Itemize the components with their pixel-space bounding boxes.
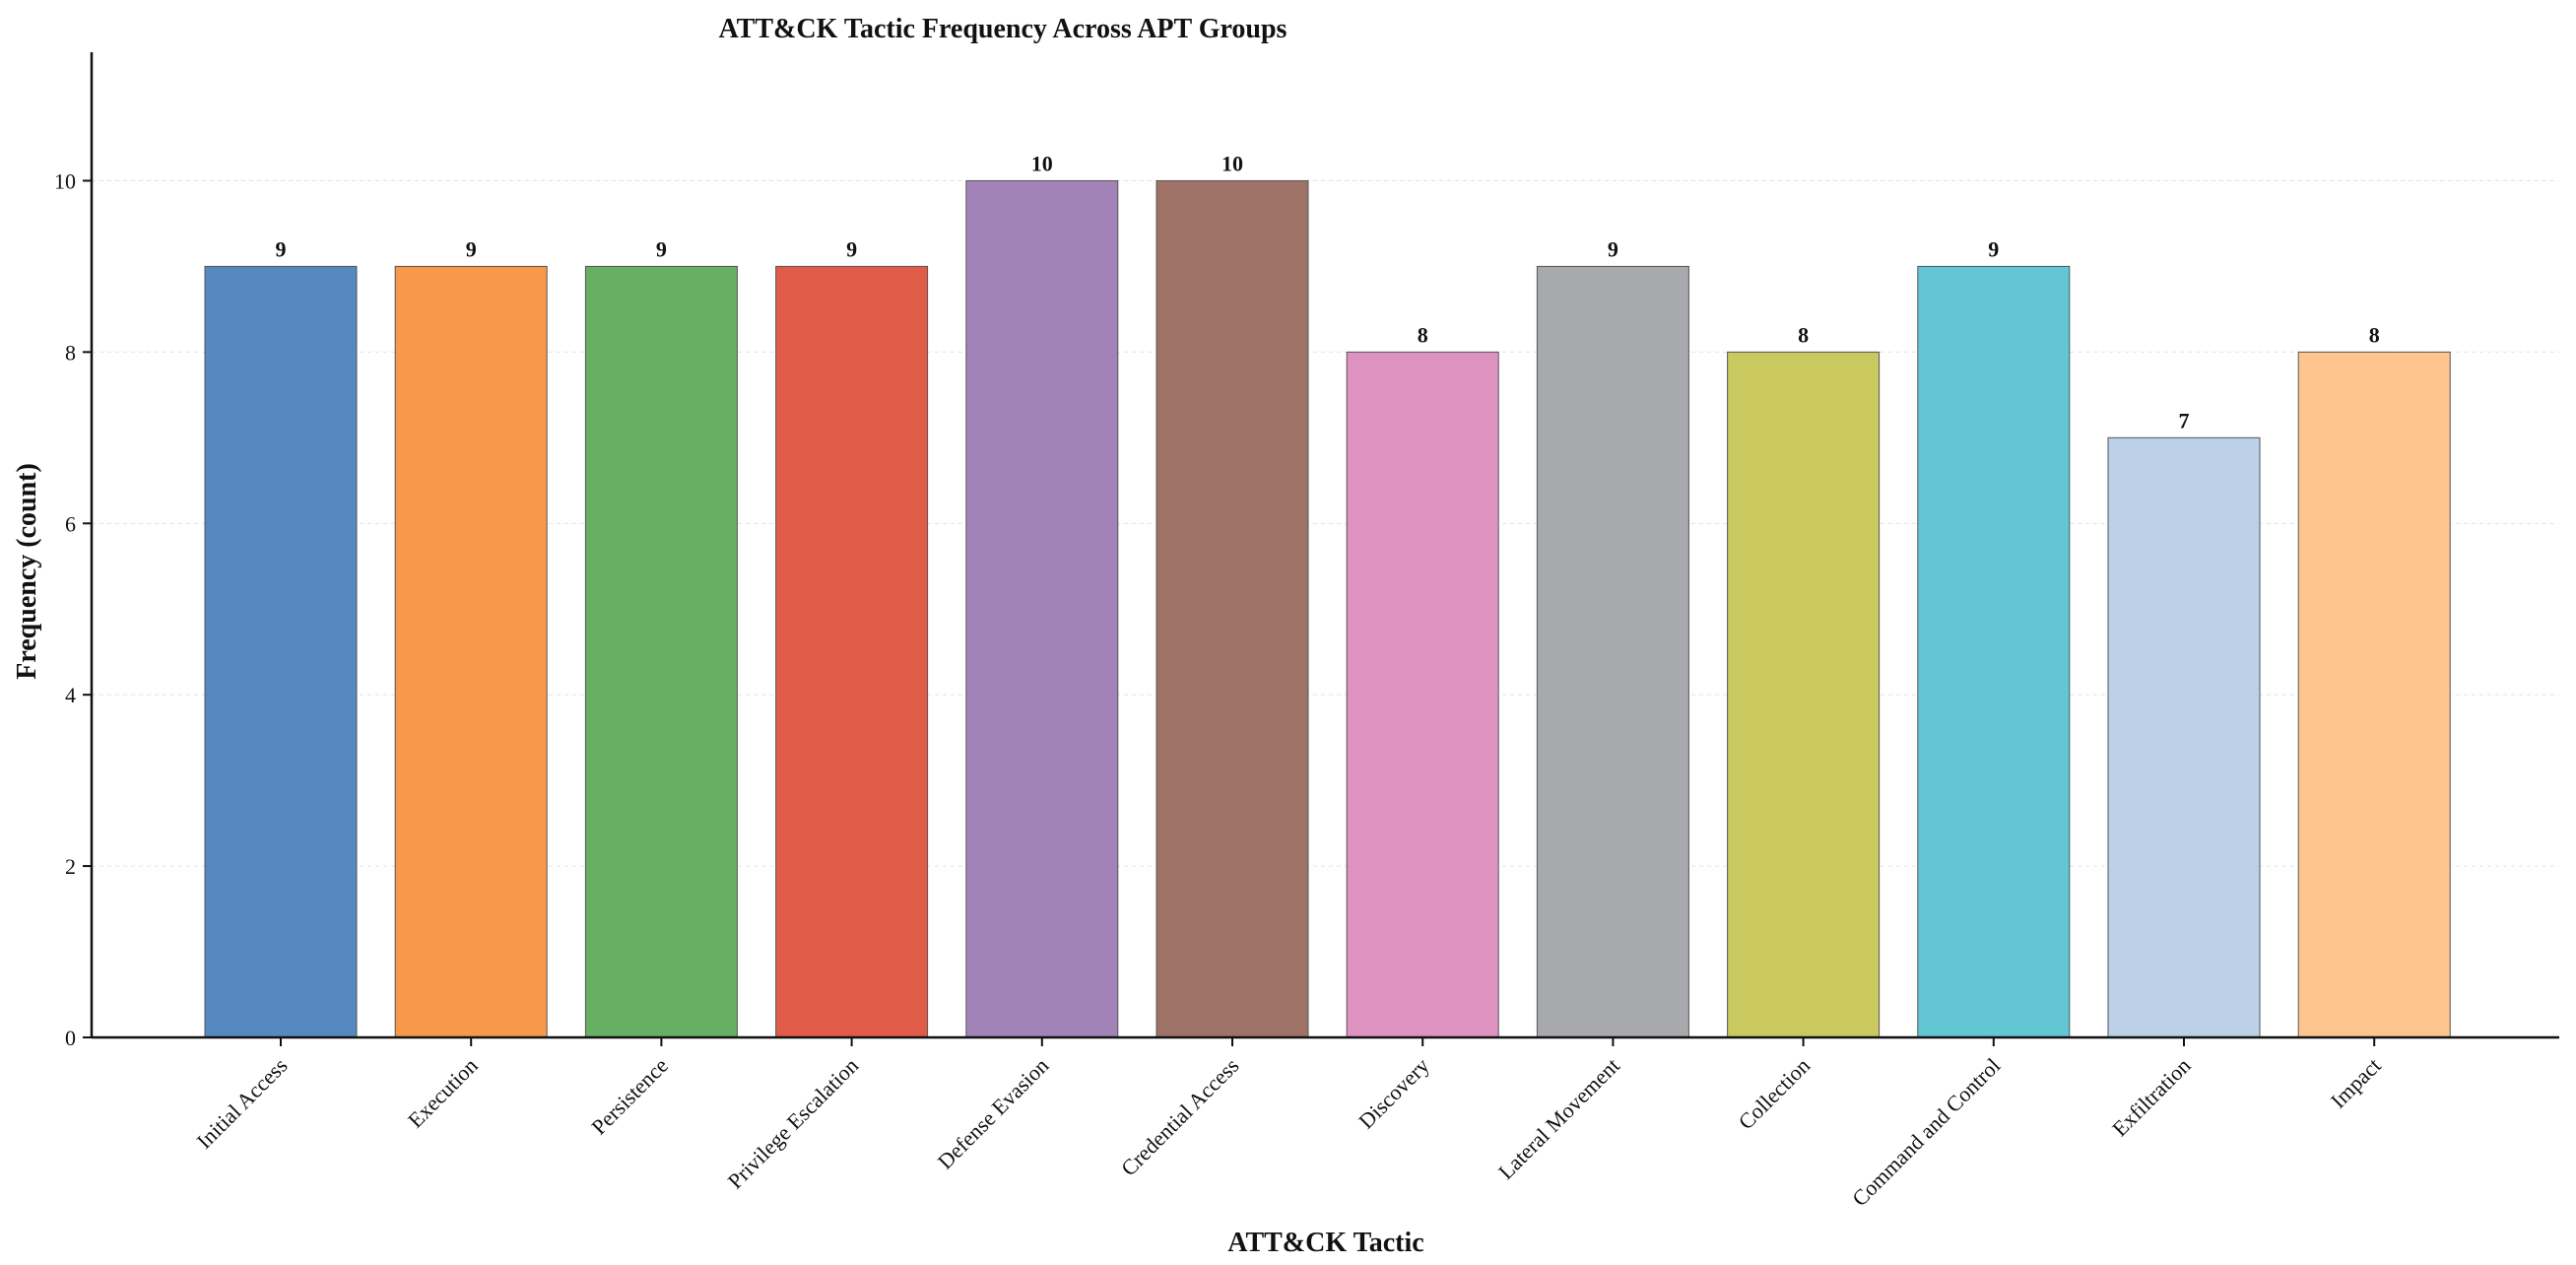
value-label: 10 bbox=[1222, 151, 1243, 175]
y-tick-label: 2 bbox=[65, 854, 76, 879]
bar bbox=[1156, 179, 1309, 1038]
value-label: 9 bbox=[846, 236, 857, 261]
y-axis-label: Frequency (count) bbox=[12, 463, 42, 680]
value-label: 9 bbox=[1608, 236, 1618, 261]
x-tick-label: Persistence bbox=[586, 1053, 673, 1140]
x-tick-label: Defense Evasion bbox=[933, 1053, 1054, 1174]
x-tick-label: Execution bbox=[403, 1053, 483, 1133]
bar bbox=[775, 265, 929, 1038]
bar bbox=[584, 265, 738, 1038]
x-tick-label: Impact bbox=[2326, 1053, 2386, 1113]
value-label: 9 bbox=[466, 236, 477, 261]
x-tick-label: Exfiltration bbox=[2107, 1053, 2195, 1141]
x-axis-ticks: Initial Access Execution Persistence Privil… bbox=[192, 1037, 2386, 1211]
bar bbox=[394, 265, 548, 1038]
value-label: 8 bbox=[2369, 322, 2380, 347]
value-labels: 9 9 9 9 10 10 8 9 8 9 7 8 bbox=[276, 151, 2380, 433]
x-tick-label: Credential Access bbox=[1116, 1053, 1244, 1181]
x-tick-label: Initial Access bbox=[192, 1053, 293, 1154]
y-axis-ticks: 0 2 4 6 8 10 bbox=[54, 168, 92, 1050]
y-tick-label: 10 bbox=[54, 168, 76, 193]
bar bbox=[1536, 265, 1689, 1038]
axes bbox=[90, 52, 2559, 1039]
chart-title: ATT&CK Tactic Frequency Across APT Group… bbox=[719, 14, 1288, 44]
y-tick-label: 0 bbox=[65, 1026, 76, 1050]
y-tick-label: 4 bbox=[65, 683, 76, 707]
bar bbox=[1727, 351, 1881, 1038]
x-tick-label: Lateral Movement bbox=[1493, 1053, 1624, 1184]
y-tick-label: 8 bbox=[65, 340, 76, 365]
value-label: 8 bbox=[1798, 322, 1809, 347]
bar bbox=[204, 265, 358, 1038]
value-label: 10 bbox=[1031, 151, 1053, 175]
bar bbox=[2107, 436, 2261, 1038]
bar bbox=[1917, 265, 2071, 1038]
value-label: 9 bbox=[1988, 236, 1999, 261]
value-label: 9 bbox=[276, 236, 287, 261]
value-label: 7 bbox=[2179, 408, 2190, 433]
x-tick-label: Privilege Escalation bbox=[723, 1053, 864, 1194]
y-tick-label: 6 bbox=[65, 511, 76, 536]
bar bbox=[965, 179, 1119, 1038]
x-axis-label: ATT&CK Tactic bbox=[1227, 1228, 1423, 1258]
bar bbox=[1346, 351, 1499, 1038]
x-tick-label: Discovery bbox=[1354, 1053, 1434, 1134]
bar bbox=[2297, 351, 2451, 1038]
x-tick-label: Collection bbox=[1734, 1053, 1815, 1134]
value-label: 8 bbox=[1418, 322, 1428, 347]
bars bbox=[204, 179, 2451, 1038]
value-label: 9 bbox=[656, 236, 667, 261]
x-tick-label: Command and Control bbox=[1847, 1053, 2005, 1211]
